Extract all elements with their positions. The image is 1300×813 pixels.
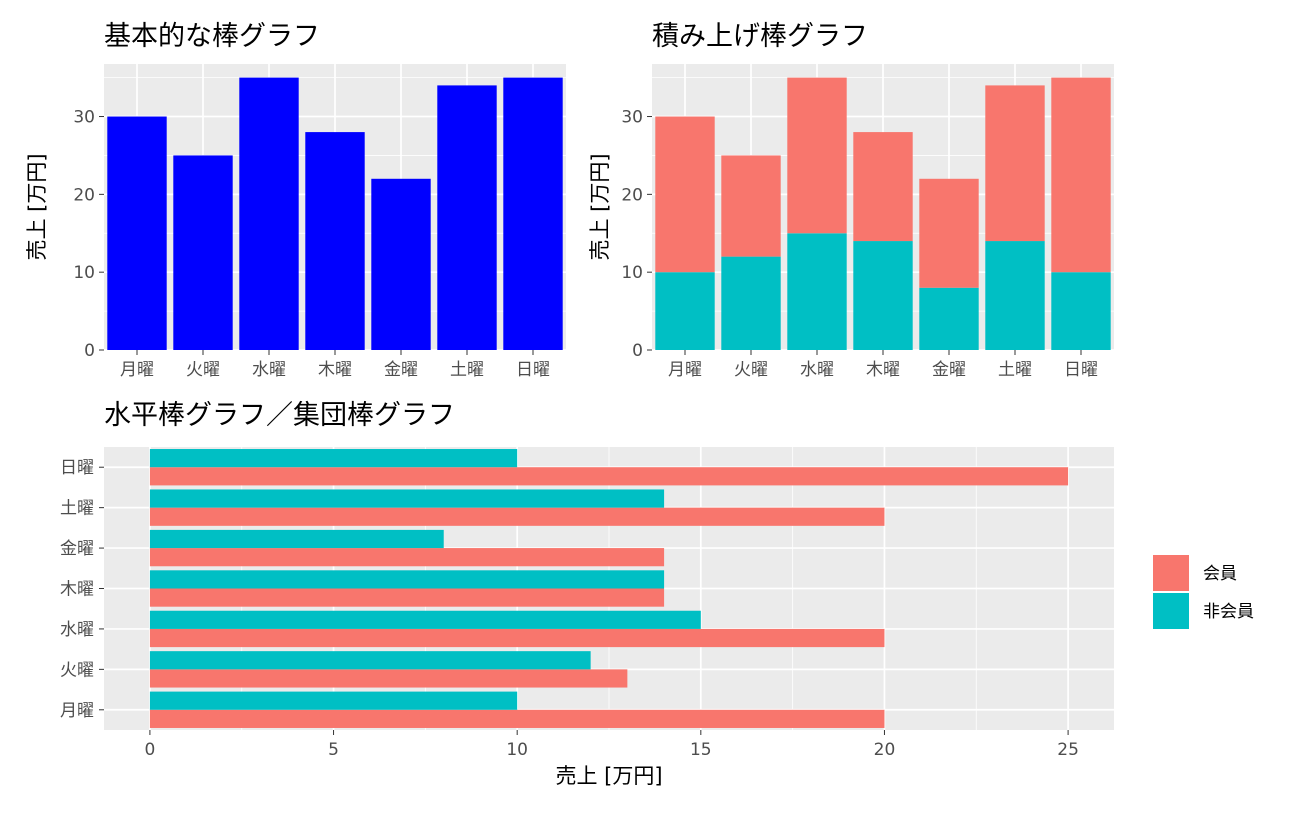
x-ticks: 月曜 火曜 水曜 木曜 金曜 土曜 日曜: [120, 350, 550, 380]
bar: [149, 507, 885, 526]
x-tick-label: 月曜: [120, 360, 154, 380]
bar: [149, 709, 885, 728]
y-tick-label: 水曜: [60, 620, 94, 640]
y-axis-label: 売上 [万円]: [588, 153, 612, 260]
x-axis-label: 売上 [万円]: [555, 764, 662, 788]
y-tick-label: 日曜: [60, 458, 94, 478]
x-tick-label: 25: [1057, 740, 1079, 760]
y-tick-label: 10: [621, 263, 643, 283]
y-ticks: 0 10 20 30: [621, 108, 652, 361]
x-tick-label: 15: [690, 740, 712, 760]
x-tick-label: 水曜: [800, 360, 834, 380]
bar-segment: [985, 241, 1045, 350]
y-tick-label: 0: [632, 341, 643, 361]
y-tick-label: 火曜: [60, 660, 94, 680]
bar: [149, 548, 665, 567]
legend-swatch: [1153, 555, 1189, 591]
x-tick-label: 金曜: [932, 360, 966, 380]
legend-swatch: [1153, 593, 1189, 629]
legend-label: 非会員: [1203, 602, 1254, 622]
bar-segment: [787, 233, 847, 350]
y-tick-label: 30: [621, 108, 643, 128]
y-tick-label: 30: [73, 108, 95, 128]
bar-segment: [919, 287, 979, 350]
bar-segment: [655, 116, 715, 273]
x-tick-label: 火曜: [186, 360, 220, 380]
x-tick-label: 水曜: [252, 360, 286, 380]
bar: [173, 155, 233, 350]
x-tick-label: 日曜: [516, 360, 550, 380]
bar: [305, 132, 365, 350]
bar: [149, 588, 665, 607]
bar: [149, 489, 665, 508]
bar-segment: [787, 77, 847, 234]
x-tick-label: 20: [874, 740, 896, 760]
x-tick-label: 土曜: [998, 360, 1032, 380]
y-tick-label: 金曜: [60, 539, 94, 559]
y-tick-label: 20: [73, 185, 95, 205]
bar: [239, 77, 299, 350]
bar: [149, 570, 665, 589]
chart-title-horizontal: 水平棒グラフ／集団棒グラフ: [104, 400, 455, 431]
chart-title-stacked: 積み上げ棒グラフ: [652, 21, 868, 52]
bar: [107, 116, 167, 350]
y-ticks: 月曜 火曜 水曜 木曜 金曜 土曜 日曜: [60, 458, 104, 721]
panel-stacked-bar: 積み上げ棒グラフ 0 10 20 30 月曜 火曜 水曜 木曜 金曜 土曜 日曜 売上 [万円]: [588, 21, 1114, 380]
x-tick-label: 金曜: [384, 360, 418, 380]
y-tick-label: 月曜: [60, 701, 94, 721]
y-tick-label: 20: [621, 185, 643, 205]
x-tick-label: 月曜: [668, 360, 702, 380]
y-tick-label: 0: [84, 341, 95, 361]
bar: [149, 467, 1069, 486]
bar-segment: [853, 132, 913, 242]
x-ticks: 月曜 火曜 水曜 木曜 金曜 土曜 日曜: [668, 350, 1098, 380]
bars: [655, 77, 1111, 350]
legend-label: 会員: [1203, 564, 1237, 584]
bars: [149, 449, 1069, 728]
bar: [149, 628, 885, 648]
y-ticks: 0 10 20 30: [73, 108, 104, 361]
x-tick-label: 木曜: [866, 360, 900, 380]
bar-segment: [721, 155, 781, 257]
bars: [107, 77, 563, 350]
y-axis-label: 売上 [万円]: [25, 153, 49, 260]
bar-segment: [1051, 272, 1111, 350]
x-tick-label: 10: [506, 740, 528, 760]
bar-segment: [985, 85, 1045, 242]
bar: [149, 651, 591, 670]
bar: [371, 178, 431, 350]
bar-segment: [853, 241, 913, 350]
bar: [149, 669, 628, 688]
bar: [503, 77, 563, 350]
x-tick-label: 5: [328, 740, 339, 760]
bar-segment: [919, 178, 979, 288]
bar: [149, 529, 444, 549]
x-tick-label: 火曜: [734, 360, 768, 380]
bar: [149, 449, 518, 468]
x-tick-label: 日曜: [1064, 360, 1098, 380]
bar: [437, 85, 497, 350]
bar-segment: [1051, 77, 1111, 273]
panel-basic-bar: 基本的な棒グラフ 0 10 20 30 月曜 火曜 水曜 木曜 金曜 土曜 日曜 売上 [万円]: [25, 21, 566, 380]
x-tick-label: 木曜: [318, 360, 352, 380]
x-tick-label: 0: [144, 740, 155, 760]
bar-segment: [721, 256, 781, 350]
chart-title-basic: 基本的な棒グラフ: [104, 21, 320, 52]
bar: [149, 691, 518, 710]
y-tick-label: 土曜: [60, 499, 94, 519]
y-tick-label: 木曜: [60, 580, 94, 600]
y-tick-label: 10: [73, 263, 95, 283]
bar: [149, 610, 701, 629]
bar-segment: [655, 272, 715, 350]
x-tick-label: 土曜: [450, 360, 484, 380]
x-ticks: 0 5 10 15 20 25: [144, 730, 1079, 760]
